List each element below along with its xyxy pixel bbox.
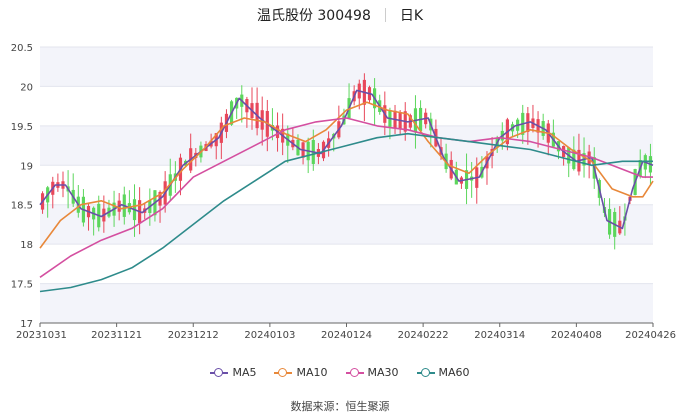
y-tick-label: 17.5 <box>11 280 33 291</box>
y-tick-label: 19.5 <box>11 122 33 133</box>
ma-line-ma30 <box>39 117 653 278</box>
legend: MA5 MA10 MA30 MA60 <box>0 366 680 379</box>
legend-swatch-icon <box>274 367 293 378</box>
x-tick-label: 20240314 <box>474 330 525 341</box>
legend-item-ma60[interactable]: MA60 <box>416 366 470 379</box>
x-tick-label: 20240408 <box>551 330 602 341</box>
x-tick-label: 20240124 <box>321 330 372 341</box>
y-tick-label: 17 <box>20 319 33 330</box>
grid-band <box>40 283 653 323</box>
grid-bands <box>40 47 653 323</box>
grid-band <box>40 47 653 87</box>
chart-title: 温氏股份 300498 <box>256 8 371 24</box>
y-tick-label: 20 <box>20 82 33 93</box>
ma-lines <box>39 89 654 293</box>
x-tick-label: 20231031 <box>16 330 67 341</box>
legend-item-ma30[interactable]: MA30 <box>345 366 399 379</box>
legend-label: MA60 <box>438 366 470 379</box>
legend-item-ma10[interactable]: MA10 <box>274 366 328 379</box>
x-tick-label: 20231121 <box>91 330 142 341</box>
legend-item-ma5[interactable]: MA5 <box>210 366 256 379</box>
grid-band <box>40 204 653 245</box>
x-tick-label: 20240426 <box>625 330 676 341</box>
y-axis: 17 17.5 18 18.5 19 19.5 20 20.5 <box>11 43 33 330</box>
x-axis: 20231031 20231121 20231212 20240103 20240124… <box>16 322 676 341</box>
x-tick-label: 20240222 <box>398 330 449 341</box>
y-tick-label: 18 <box>20 240 33 251</box>
legend-label: MA30 <box>367 366 399 379</box>
ma-line-ma60 <box>39 132 653 293</box>
data-source: 数据来源：恒生聚源 <box>290 400 390 413</box>
period-label: 日K <box>399 8 424 24</box>
legend-swatch-icon <box>210 367 229 378</box>
ma-line-ma10 <box>39 101 654 249</box>
legend-swatch-icon <box>416 367 435 378</box>
x-tick-label: 20231212 <box>168 330 219 341</box>
grid-lines <box>40 46 653 324</box>
title-divider <box>384 8 386 22</box>
y-tick-label: 20.5 <box>11 43 33 54</box>
legend-swatch-icon <box>345 367 364 378</box>
y-tick-label: 19 <box>20 161 33 172</box>
x-tick-label: 20240103 <box>244 330 295 341</box>
chart-header: 温氏股份 300498 日K <box>0 4 680 26</box>
legend-label: MA10 <box>296 366 328 379</box>
y-tick-label: 18.5 <box>11 201 33 212</box>
legend-label: MA5 <box>232 366 257 379</box>
